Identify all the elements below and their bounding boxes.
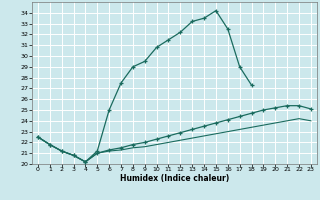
X-axis label: Humidex (Indice chaleur): Humidex (Indice chaleur) [120, 174, 229, 183]
